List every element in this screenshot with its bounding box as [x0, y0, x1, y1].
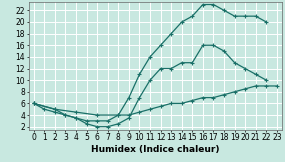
X-axis label: Humidex (Indice chaleur): Humidex (Indice chaleur)	[91, 145, 219, 154]
